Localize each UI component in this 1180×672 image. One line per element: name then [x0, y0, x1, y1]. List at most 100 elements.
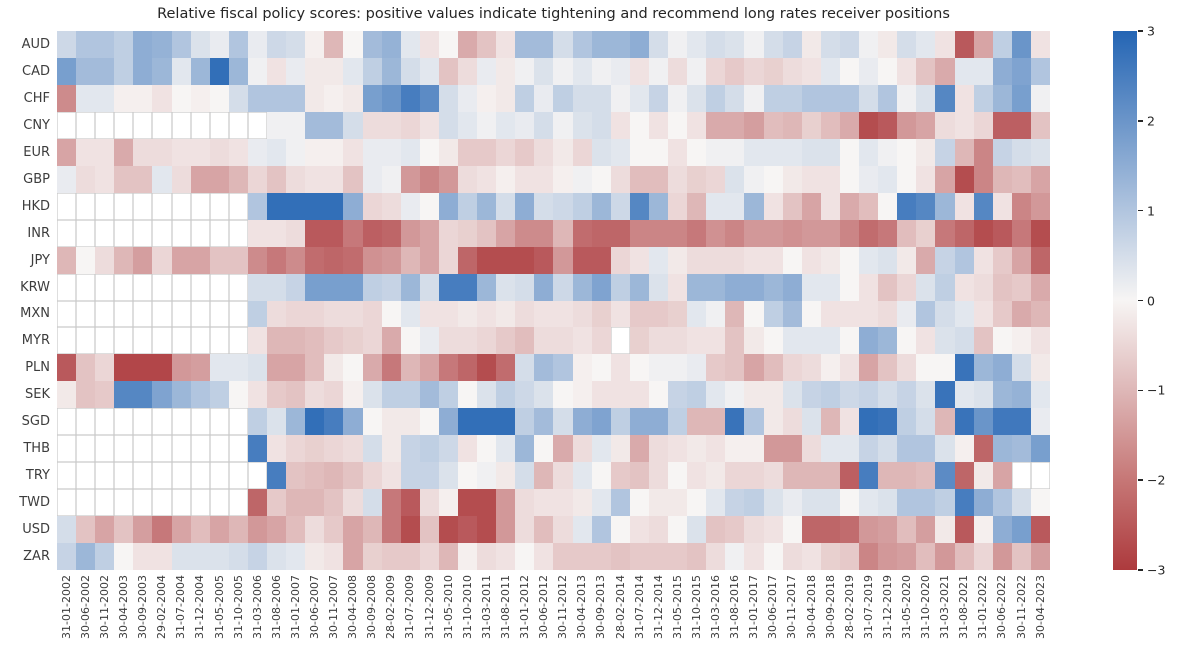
heatmap-cell: [458, 381, 478, 409]
heatmap-cell: [133, 138, 153, 166]
heatmap-cell: [477, 408, 497, 436]
heatmap-cell: [954, 354, 974, 382]
y-axis-label: PLN: [25, 360, 50, 376]
heatmap-cell: [381, 84, 401, 112]
heatmap-cell: [171, 219, 191, 247]
heatmap-cell: [458, 138, 478, 166]
heatmap-cell: [687, 273, 707, 301]
x-axis-label: 31-01-2007: [288, 575, 302, 639]
heatmap-cell: [935, 31, 955, 58]
heatmap-cell: [152, 84, 172, 112]
heatmap-cell: [362, 192, 382, 220]
heatmap-cell: [76, 381, 96, 409]
y-axis-label: KRW: [20, 279, 50, 295]
heatmap-cell: [992, 489, 1012, 517]
x-axis-label: 31-03-2016: [709, 575, 723, 639]
heatmap-cell: [362, 138, 382, 166]
heatmap-cell: [247, 516, 268, 544]
heatmap-cell: [1030, 408, 1050, 436]
heatmap-cell: [706, 354, 726, 382]
heatmap-cell: [458, 219, 478, 247]
heatmap-cell: [458, 543, 478, 570]
heatmap-cell: [1030, 31, 1050, 58]
x-axis-label: 31-10-2005: [231, 575, 245, 639]
heatmap-cell: [267, 327, 287, 355]
heatmap-cell: [477, 327, 497, 355]
heatmap-cell: [400, 516, 420, 544]
heatmap-cell: [706, 219, 726, 247]
heatmap-cell: [267, 192, 287, 220]
heatmap-cell: [438, 31, 459, 58]
heatmap-cell: [859, 192, 879, 220]
heatmap-cell: [725, 381, 745, 409]
heatmap-cell: [610, 57, 630, 85]
heatmap-cell: [496, 219, 516, 247]
heatmap-cell: [610, 84, 630, 112]
heatmap-cell: [57, 381, 77, 409]
heatmap-cell: [897, 246, 917, 274]
heatmap-cell: [400, 354, 420, 382]
x-axis-label: 31-05-2005: [212, 575, 226, 639]
heatmap-cell: [591, 273, 611, 301]
heatmap-cell: [610, 354, 630, 382]
heatmap-cell: [801, 489, 821, 517]
heatmap-cell: [305, 273, 325, 301]
heatmap-cell: [228, 57, 248, 85]
heatmap-cell: [515, 381, 535, 409]
heatmap-cell: [610, 138, 630, 166]
heatmap-cell: [267, 165, 287, 193]
heatmap-cell: [1030, 57, 1050, 85]
colorbar-tick: [1138, 209, 1143, 212]
heatmap-cell: [305, 354, 325, 382]
heatmap-cell: [763, 111, 783, 139]
heatmap-cell: [190, 516, 210, 544]
heatmap-cell: [267, 516, 287, 544]
heatmap-cell: [1030, 192, 1050, 220]
heatmap-cell: [591, 84, 611, 112]
heatmap-cell: [228, 381, 248, 409]
heatmap-cell: [1030, 354, 1050, 382]
heatmap-cell: [648, 462, 669, 490]
heatmap-cell: [820, 381, 840, 409]
heatmap-cell: [610, 246, 630, 274]
heatmap-cell: [343, 84, 363, 112]
heatmap-cell: [668, 489, 688, 517]
heatmap-cell: [954, 516, 974, 544]
heatmap-cell: [343, 381, 363, 409]
heatmap-cell: [496, 327, 516, 355]
heatmap-cell: [438, 408, 459, 436]
x-axis-label: 30-04-2008: [346, 575, 360, 639]
heatmap-cell: [419, 165, 439, 193]
heatmap-cell: [76, 111, 96, 139]
heatmap-cell: [381, 300, 401, 328]
heatmap-cell: [916, 354, 936, 382]
heatmap-cell: [1030, 138, 1050, 166]
heatmap-cell: [572, 273, 592, 301]
heatmap-cell: [209, 327, 229, 355]
heatmap-cell: [324, 516, 344, 544]
heatmap-cell: [973, 489, 993, 517]
heatmap-cell: [324, 327, 344, 355]
heatmap-cell: [400, 165, 420, 193]
heatmap-cell: [648, 408, 669, 436]
heatmap-cell: [820, 435, 840, 463]
heatmap-cell: [190, 273, 210, 301]
heatmap-cell: [572, 300, 592, 328]
heatmap-cell: [801, 300, 821, 328]
heatmap-cell: [419, 327, 439, 355]
heatmap-cell: [343, 300, 363, 328]
heatmap-cell: [57, 165, 77, 193]
heatmap-cell: [438, 57, 459, 85]
heatmap-cell: [687, 246, 707, 274]
heatmap-cell: [801, 354, 821, 382]
heatmap-cell: [286, 462, 306, 490]
heatmap-cell: [935, 300, 955, 328]
heatmap-cell: [133, 435, 153, 463]
heatmap-cell: [171, 516, 191, 544]
heatmap-cell: [668, 516, 688, 544]
heatmap-cell: [171, 300, 191, 328]
heatmap-cell: [534, 138, 554, 166]
heatmap-cell: [324, 165, 344, 193]
heatmap-cell: [668, 138, 688, 166]
heatmap-cell: [76, 462, 96, 490]
